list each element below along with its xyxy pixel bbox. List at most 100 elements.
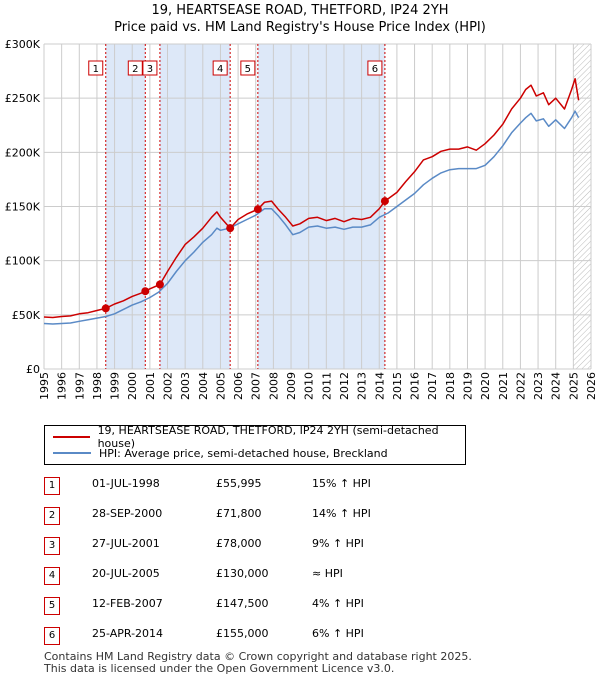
chart-title: 19, HEARTSEASE ROAD, THETFORD, IP24 2YH … xyxy=(0,2,600,36)
x-tick-label: 2011 xyxy=(320,372,333,400)
sale-price: £55,995 xyxy=(216,477,262,490)
x-tick-label: 2021 xyxy=(497,372,510,400)
legend-swatch-hpi xyxy=(53,452,91,454)
hpi-line xyxy=(43,110,580,325)
x-tick-label: 2013 xyxy=(356,372,369,400)
sale-label-box xyxy=(127,60,143,76)
sale-row: 4 20-JUL-2005 £130,000 ≈ HPI xyxy=(44,564,464,585)
y-tick-label: £150K xyxy=(5,201,41,214)
x-tick-label: 2007 xyxy=(250,372,263,400)
legend: 19, HEARTSEASE ROAD, THETFORD, IP24 2YH … xyxy=(44,424,466,465)
sale-hpi-delta: 6% ↑ HPI xyxy=(312,627,364,640)
y-tick-label: £0 xyxy=(26,363,40,376)
x-tick-label: 1998 xyxy=(91,372,104,400)
footer-copyright: Contains HM Land Registry data © Crown c… xyxy=(44,650,472,663)
x-tick-label: 2010 xyxy=(303,372,316,400)
sale-number-badge: 3 xyxy=(44,537,60,555)
x-tick-label: 2004 xyxy=(197,372,210,400)
legend-swatch-property xyxy=(53,436,90,438)
sale-number-badge: 6 xyxy=(44,627,60,645)
sale-hpi-delta: 14% ↑ HPI xyxy=(312,507,371,520)
sale-label: 2 xyxy=(132,64,138,75)
sale-hpi-delta: 15% ↑ HPI xyxy=(312,477,371,490)
x-tick-label: 2026 xyxy=(585,372,598,400)
sale-label: 5 xyxy=(245,64,251,75)
footer: Contains HM Land Registry data © Crown c… xyxy=(44,651,472,675)
sale-hpi-delta: 4% ↑ HPI xyxy=(312,597,364,610)
sale-date: 28-SEP-2000 xyxy=(92,507,163,520)
sale-label: 4 xyxy=(217,64,223,75)
x-tick-label: 2008 xyxy=(267,372,280,400)
sale-price: £130,000 xyxy=(216,567,269,580)
y-tick-label: £50K xyxy=(12,309,41,322)
title-line-1: 19, HEARTSEASE ROAD, THETFORD, IP24 2YH xyxy=(151,3,449,18)
x-tick-label: 2025 xyxy=(567,372,580,400)
x-tick-label: 1999 xyxy=(109,372,122,400)
x-tick-label: 2022 xyxy=(514,372,527,400)
x-tick-label: 2009 xyxy=(285,372,298,400)
x-tick-label: 2023 xyxy=(532,372,545,400)
sale-date: 25-APR-2014 xyxy=(92,627,164,640)
sale-number-badge: 5 xyxy=(44,597,60,615)
sale-label-box xyxy=(240,60,256,76)
y-tick-label: £300K xyxy=(5,38,41,51)
sale-hpi-delta: ≈ HPI xyxy=(312,567,343,580)
x-tick-label: 2000 xyxy=(126,372,139,400)
x-tick-label: 1995 xyxy=(38,372,51,400)
sale-price: £78,000 xyxy=(216,537,262,550)
x-tick-label: 2005 xyxy=(214,372,227,400)
x-tick-label: 2017 xyxy=(426,372,439,400)
x-tick-label: 2006 xyxy=(232,372,245,400)
sale-label: 6 xyxy=(372,64,378,75)
sale-row: 6 25-APR-2014 £155,000 6% ↑ HPI xyxy=(44,624,464,645)
x-tick-label: 2016 xyxy=(409,372,422,400)
sale-point xyxy=(155,280,164,289)
sale-number-badge: 4 xyxy=(44,567,60,585)
sale-label: 1 xyxy=(93,64,99,75)
y-tick-label: £250K xyxy=(5,92,41,105)
sale-row: 3 27-JUL-2001 £78,000 9% ↑ HPI xyxy=(44,534,464,555)
sale-point xyxy=(253,205,262,214)
sale-label-box xyxy=(367,60,383,76)
x-tick-label: 2002 xyxy=(162,372,175,400)
sale-hpi-delta: 9% ↑ HPI xyxy=(312,537,364,550)
legend-item-hpi: HPI: Average price, semi-detached house,… xyxy=(53,445,388,461)
x-tick-label: 2003 xyxy=(179,372,192,400)
sale-label-box xyxy=(142,60,158,76)
x-tick-label: 2014 xyxy=(373,372,386,400)
legend-label-property: 19, HEARTSEASE ROAD, THETFORD, IP24 2YH … xyxy=(97,424,439,450)
x-tick-label: 2019 xyxy=(461,372,474,400)
sale-row: 5 12-FEB-2007 £147,500 4% ↑ HPI xyxy=(44,594,464,615)
x-tick-label: 1997 xyxy=(73,372,86,400)
sale-price: £71,800 xyxy=(216,507,262,520)
legend-item-property: 19, HEARTSEASE ROAD, THETFORD, IP24 2YH … xyxy=(53,424,465,450)
sale-label-box xyxy=(88,60,104,76)
sale-row: 2 28-SEP-2000 £71,800 14% ↑ HPI xyxy=(44,504,464,525)
x-tick-label: 2020 xyxy=(479,372,492,400)
price-chart: 1 2 3 4 5 6£0£50K£100K£150K£200K£250K£300K199… xyxy=(5,38,598,400)
sale-row: 1 01-JUL-1998 £55,995 15% ↑ HPI xyxy=(44,474,464,495)
sale-point xyxy=(101,304,110,313)
title-line-2: Price paid vs. HM Land Registry's House … xyxy=(114,20,486,35)
sale-label: 3 xyxy=(147,64,153,75)
x-tick-label: 2001 xyxy=(144,372,157,400)
sale-date: 12-FEB-2007 xyxy=(92,597,163,610)
x-tick-label: 2012 xyxy=(338,372,351,400)
y-tick-label: £200K xyxy=(5,146,41,159)
y-tick-label: £100K xyxy=(5,255,41,268)
sale-price: £155,000 xyxy=(216,627,269,640)
sale-price: £147,500 xyxy=(216,597,269,610)
sale-date: 27-JUL-2001 xyxy=(92,537,160,550)
sale-label-box xyxy=(212,60,228,76)
x-tick-label: 2015 xyxy=(391,372,404,400)
footer-licence: This data is licensed under the Open Gov… xyxy=(44,662,395,675)
sale-date: 01-JUL-1998 xyxy=(92,477,160,490)
x-tick-label: 1996 xyxy=(56,372,69,400)
sale-number-badge: 2 xyxy=(44,507,60,525)
sale-number-badge: 1 xyxy=(44,477,60,495)
sale-point xyxy=(380,197,389,206)
sale-date: 20-JUL-2005 xyxy=(92,567,160,580)
x-tick-label: 2024 xyxy=(550,372,563,400)
sale-point xyxy=(226,224,235,233)
sale-point xyxy=(141,287,150,296)
